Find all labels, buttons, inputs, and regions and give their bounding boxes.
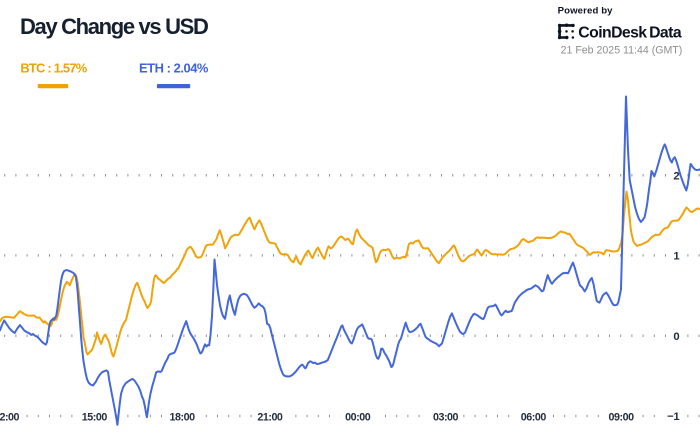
svg-text:Powered by: Powered by bbox=[558, 6, 614, 17]
svg-text:ETH : 2.04%: ETH : 2.04% bbox=[139, 60, 209, 75]
svg-text:12:00: 12:00 bbox=[0, 412, 20, 424]
svg-text:18:00: 18:00 bbox=[170, 412, 196, 424]
svg-text:1: 1 bbox=[673, 251, 679, 263]
svg-text:Day Change vs USD: Day Change vs USD bbox=[20, 14, 208, 39]
svg-text:CoinDesk Data: CoinDesk Data bbox=[578, 25, 682, 42]
svg-text:03:00: 03:00 bbox=[433, 412, 459, 424]
svg-text:15:00: 15:00 bbox=[82, 412, 108, 424]
svg-text:00:00: 00:00 bbox=[345, 412, 371, 424]
svg-text:21 Feb 2025 11:44 (GMT): 21 Feb 2025 11:44 (GMT) bbox=[561, 45, 683, 57]
svg-text:09:00: 09:00 bbox=[609, 412, 635, 424]
svg-text:−1: −1 bbox=[667, 411, 679, 423]
svg-text:BTC : 1.57%: BTC : 1.57% bbox=[20, 60, 87, 75]
svg-text:06:00: 06:00 bbox=[521, 412, 547, 424]
svg-text:0: 0 bbox=[673, 331, 679, 343]
svg-text:21:00: 21:00 bbox=[257, 412, 283, 424]
svg-text:2: 2 bbox=[673, 170, 679, 182]
